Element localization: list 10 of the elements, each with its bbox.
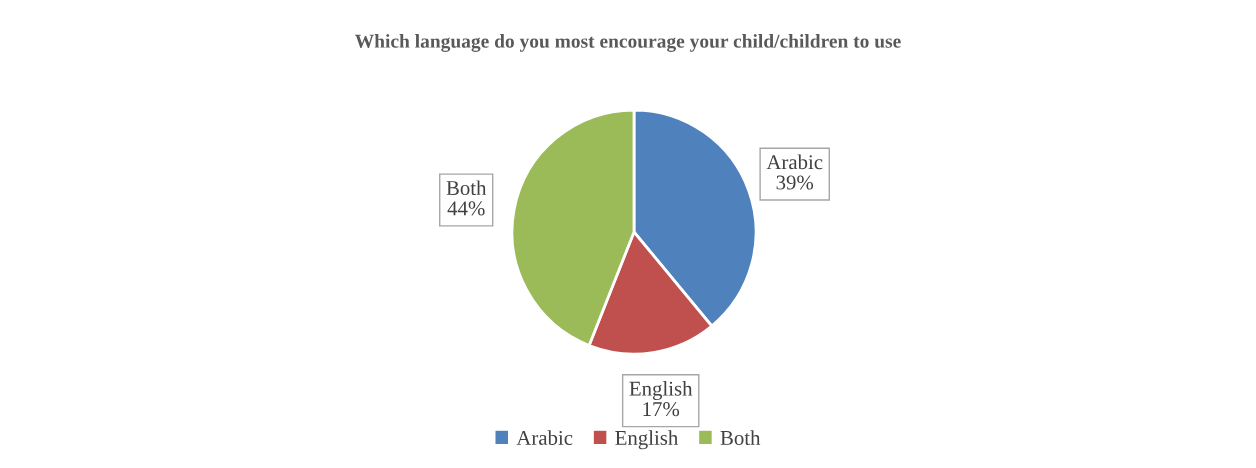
slice-label: Both	[446, 180, 487, 196]
data-label: 44%	[447, 201, 485, 216]
data-label: 17%	[643, 402, 680, 417]
slice-label: English	[629, 381, 693, 400]
chart-title: Which language do you most encourage your child/children to use	[355, 34, 901, 52]
legend-label: English	[615, 430, 679, 450]
slice-label: Arabic	[766, 154, 823, 170]
legend-label: Both	[720, 430, 761, 445]
legend-label: Arabic	[516, 430, 573, 445]
data-label: 39%	[776, 175, 814, 190]
